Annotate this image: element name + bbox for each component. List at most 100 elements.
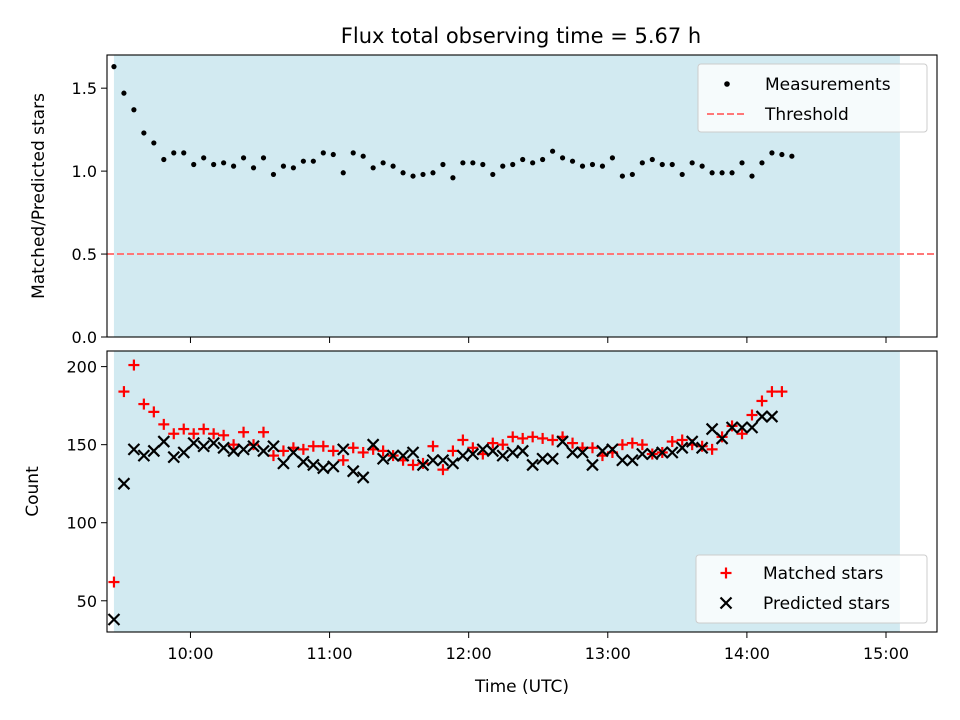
predicted-star-point — [147, 444, 161, 458]
predicted-star-point — [346, 464, 360, 478]
measurement-points — [111, 64, 795, 181]
predicted-star-point — [755, 410, 769, 423]
cross-b — [436, 453, 450, 467]
cross-b — [376, 452, 390, 465]
predicted-star-point — [685, 435, 699, 448]
predicted-star-point — [516, 444, 529, 458]
cross-b — [496, 449, 510, 462]
predicted-star-point — [486, 444, 500, 458]
predicted-star-point — [157, 435, 171, 448]
measurement-point — [689, 160, 695, 166]
predicted-star-point — [596, 444, 609, 458]
measurement-point — [460, 160, 466, 166]
cross-b — [267, 439, 280, 453]
bottom-legend: Matched stars Predicted stars — [695, 554, 928, 624]
predicted-star-point — [725, 421, 739, 434]
matched-star-point — [586, 442, 598, 454]
cross-b — [157, 435, 171, 448]
matched-star-point — [347, 442, 359, 454]
y-tick-label: 0.5 — [72, 245, 97, 264]
predicted-star-point — [586, 458, 599, 472]
matched-star-point — [487, 437, 499, 449]
cross-b — [396, 449, 410, 462]
predicted-star-point — [237, 443, 250, 456]
measurement-point — [709, 170, 715, 176]
measurement-point — [490, 171, 496, 178]
measurement-point — [520, 156, 526, 163]
matched-star-point — [527, 431, 539, 443]
y-tick-label: 150 — [66, 436, 97, 455]
cross-b — [317, 461, 330, 475]
predicted-star-point — [715, 432, 729, 445]
cross-b — [566, 446, 579, 459]
matched-star-point — [158, 418, 170, 430]
measurement-point — [769, 150, 775, 156]
cross-b — [147, 444, 161, 458]
cross-b — [346, 464, 360, 478]
cross-b — [207, 436, 220, 450]
predicted-star-point — [137, 449, 151, 462]
predicted-star-point — [277, 457, 290, 470]
matched-star-point — [447, 445, 459, 457]
matched-star-point — [507, 431, 519, 443]
predicted-star-point — [616, 453, 629, 467]
measurement-point — [191, 161, 197, 168]
bottom-x-ticks: 10:00 11:00 12:00 13:00 14:00 15:00 — [167, 632, 909, 663]
predicted-star-point — [466, 447, 480, 461]
cross-b — [237, 443, 250, 456]
measurement-point — [370, 165, 376, 171]
matched-star-point — [108, 576, 120, 588]
predicted-star-point — [227, 444, 240, 458]
matched-star-point — [636, 439, 648, 451]
predicted-star-point — [675, 441, 689, 455]
measurement-point — [161, 156, 167, 163]
cross-b — [755, 410, 769, 423]
measurement-point — [211, 161, 217, 168]
predicted-star-point — [177, 446, 191, 459]
matched-star-point — [317, 440, 329, 452]
cross-b — [606, 443, 619, 456]
matched-star-point — [208, 428, 220, 440]
predicted-star-point — [317, 461, 330, 475]
measurement-point — [430, 170, 436, 176]
predicted-star-point — [506, 446, 520, 459]
matched-star-point — [377, 445, 389, 457]
matched-star-point — [696, 440, 708, 452]
bottom-axes-frame — [106, 350, 938, 633]
cross-b — [327, 460, 340, 473]
legend-cross — [719, 596, 733, 610]
matched-star-point — [437, 464, 449, 476]
matched-star-point — [517, 432, 529, 444]
cross-b — [287, 446, 300, 459]
matched-star-point — [327, 445, 339, 457]
y-tick-label: 100 — [66, 514, 97, 533]
predicted-star-point — [366, 438, 380, 451]
cross-b — [596, 444, 609, 458]
cross-b — [127, 443, 141, 456]
measurement-point — [151, 140, 157, 146]
predicted-star-point — [406, 446, 420, 459]
predicted-star-point — [655, 446, 669, 459]
cross-b — [765, 410, 779, 423]
measurement-point — [569, 158, 576, 164]
predicted-star-point — [536, 452, 549, 465]
predicted-star-point — [117, 477, 131, 490]
measurement-point — [221, 160, 227, 166]
measurement-point — [649, 156, 655, 163]
matched-star-point — [567, 437, 579, 449]
y-tick-label: 1.5 — [72, 79, 97, 98]
cross-b — [356, 471, 370, 484]
measurement-point — [729, 170, 735, 176]
measurement-point — [230, 163, 237, 169]
measurement-point — [669, 161, 675, 168]
matched-star-point — [706, 443, 718, 455]
predicted-star-point — [257, 444, 270, 458]
cross-b — [705, 422, 719, 436]
cross-b — [247, 439, 260, 453]
cross-b — [476, 443, 490, 456]
cross-b — [506, 446, 520, 459]
cross-b — [297, 455, 310, 469]
cross-b — [257, 444, 270, 458]
top-axes-frame — [106, 54, 938, 338]
cross-b — [685, 435, 699, 448]
